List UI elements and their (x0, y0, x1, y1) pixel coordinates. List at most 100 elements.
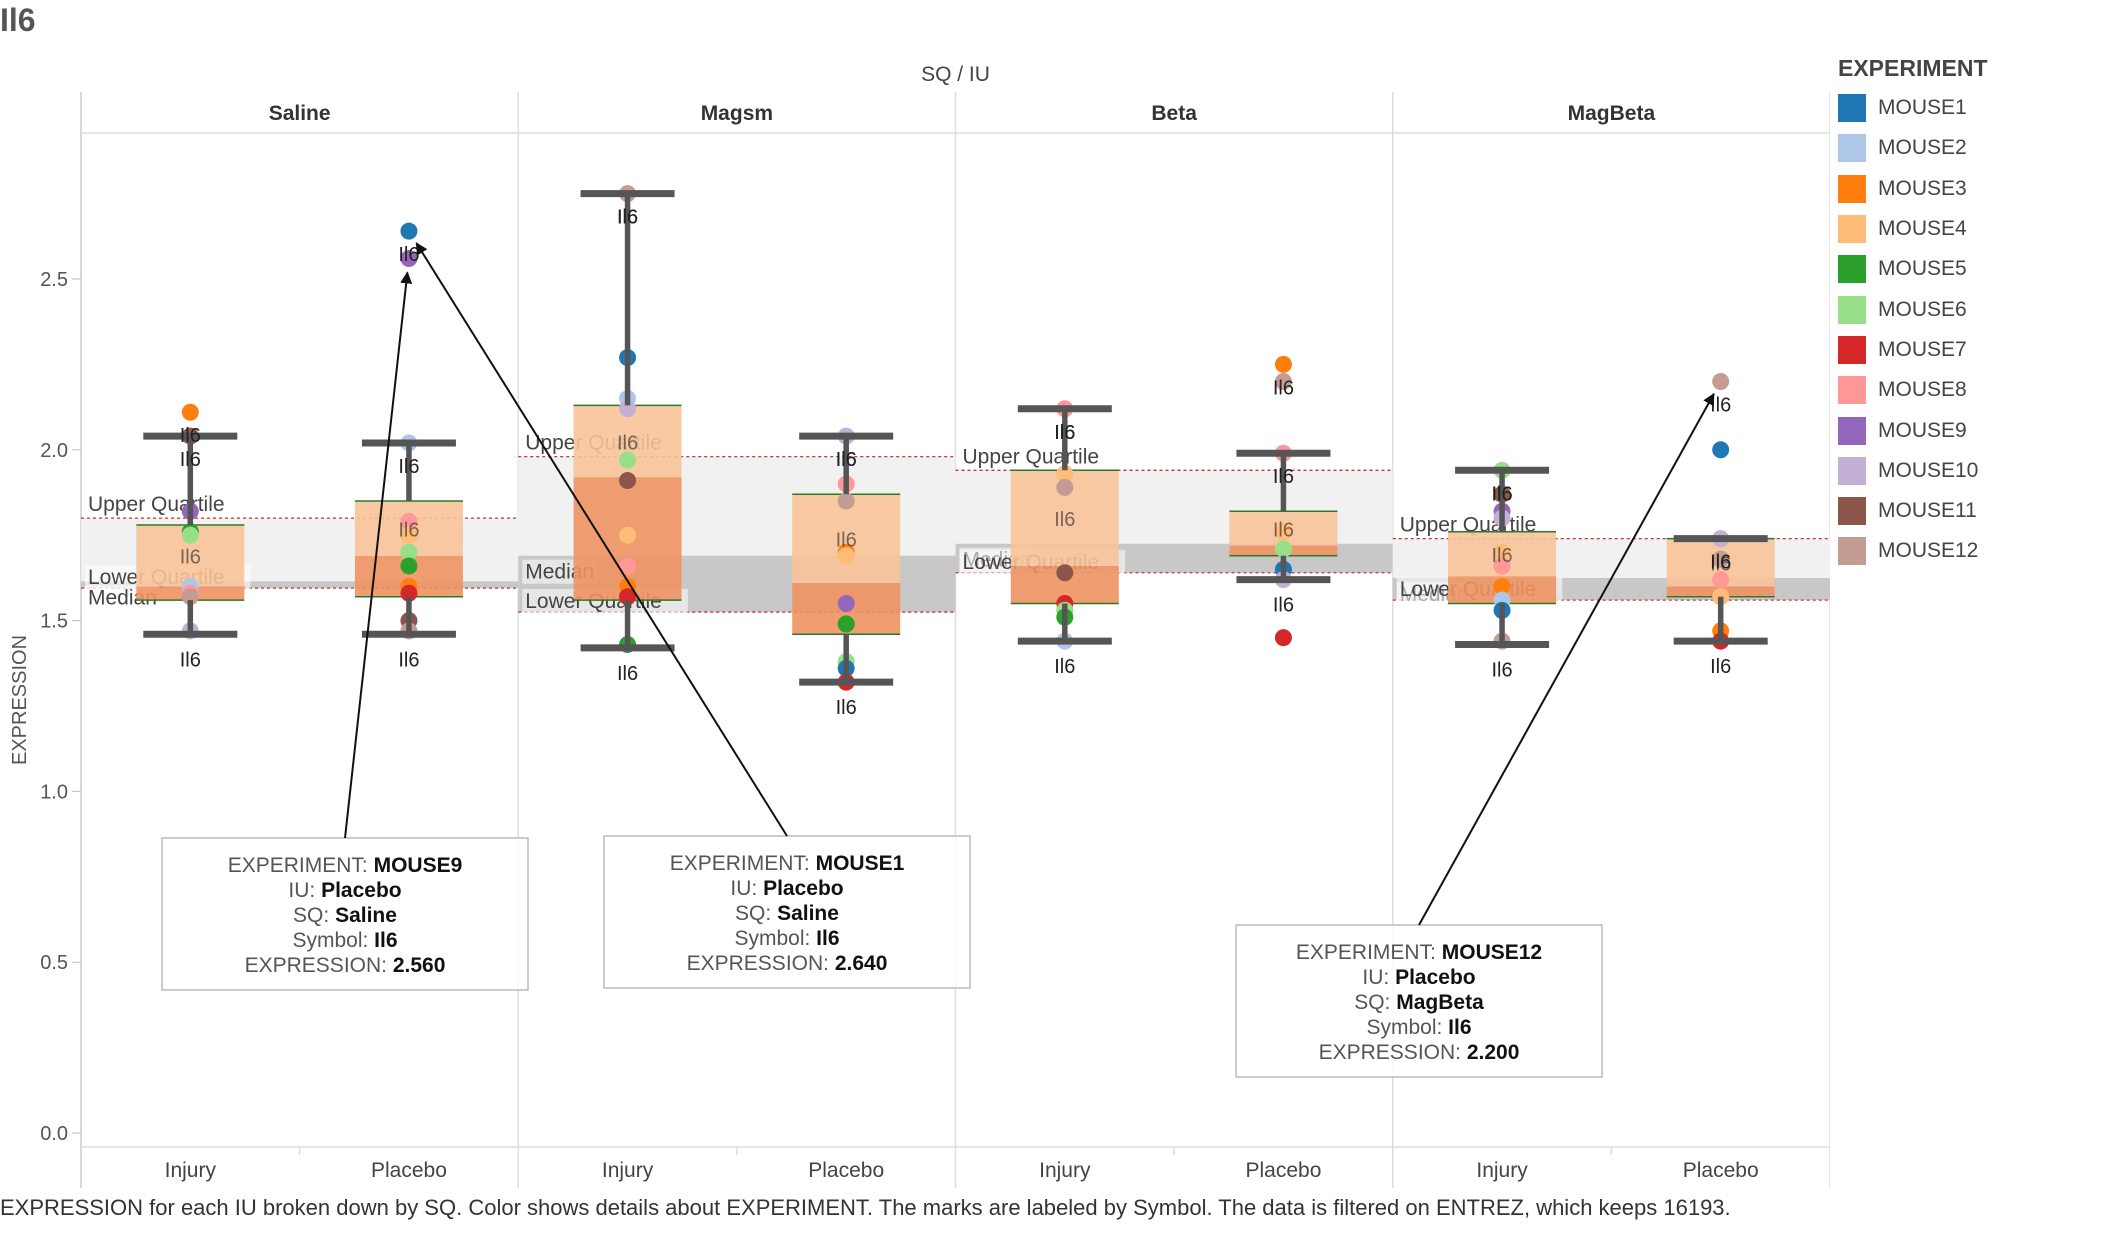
legend-item-mouse6[interactable]: MOUSE6 (1838, 289, 1988, 329)
mark-label: Il6 (617, 432, 638, 454)
legend-label: MOUSE10 (1878, 458, 1979, 482)
mark-label: Il6 (617, 663, 638, 685)
annotation-line: EXPERIMENT: MOUSE9 (228, 854, 463, 877)
data-point-mouse8[interactable] (619, 557, 637, 575)
legend-swatch (1838, 94, 1866, 123)
data-point-mouse8[interactable] (400, 513, 418, 531)
data-point-mouse3[interactable] (181, 403, 199, 421)
annotation-box (161, 837, 529, 991)
legend-item-mouse1[interactable]: MOUSE1 (1838, 88, 1988, 128)
y-tick-label: 2.0 (40, 440, 68, 462)
ref-label-upper-quartile: Upper Quartile (88, 493, 225, 516)
data-point-mouse7[interactable] (400, 584, 418, 602)
data-point-mouse8[interactable] (1712, 571, 1730, 589)
data-point-mouse6[interactable] (619, 451, 637, 469)
data-point-mouse12[interactable] (1712, 372, 1730, 390)
annotation-line: IU: Placebo (1362, 966, 1475, 989)
data-point-mouse12[interactable] (1274, 372, 1292, 390)
mark-label: Il6 (1710, 554, 1731, 576)
annotation-field: EXPERIMENT: (1296, 941, 1442, 964)
annotation-line: IU: Placebo (288, 879, 401, 902)
reference-band-lower (81, 581, 519, 589)
annotation-value: MOUSE9 (374, 854, 463, 877)
annotation-line: SQ: MagBeta (1354, 991, 1484, 1014)
annotation-value: Il6 (1448, 1016, 1471, 1039)
y-tick-label: 0.5 (40, 952, 68, 974)
data-point-mouse4[interactable] (1274, 523, 1292, 541)
annotation-field: EXPERIMENT: (228, 854, 374, 877)
mark-label: Il6 (180, 649, 201, 671)
data-point-mouse3[interactable] (1493, 577, 1511, 595)
data-point-mouse1[interactable] (400, 222, 418, 240)
data-point-mouse12[interactable] (837, 492, 855, 510)
data-point-mouse4[interactable] (837, 547, 855, 565)
data-point-mouse12[interactable] (1056, 478, 1074, 496)
y-tick-label: 1.0 (40, 781, 68, 803)
x-category-label: Placebo (1245, 1159, 1321, 1182)
chart-caption: EXPRESSION for each IU broken down by SQ… (0, 1195, 1731, 1220)
data-point-mouse3[interactable] (1274, 355, 1292, 373)
annotation-value: Placebo (321, 879, 402, 902)
legend-item-mouse8[interactable]: MOUSE8 (1838, 370, 1988, 410)
data-point-mouse6[interactable] (1274, 540, 1292, 558)
mark-label: Il6 (1710, 552, 1731, 574)
annotation-line: Symbol: Il6 (1366, 1016, 1471, 1039)
x-category-label: Injury (602, 1159, 654, 1182)
legend-swatch (1838, 416, 1866, 445)
y-axis-label: EXPRESSION (9, 635, 31, 765)
data-point-mouse4[interactable] (1493, 543, 1511, 561)
data-point-mouse6[interactable] (400, 543, 418, 561)
annotation-line: Symbol: Il6 (734, 927, 839, 950)
data-point-mouse7[interactable] (619, 588, 637, 606)
annotation-field: EXPERIMENT: (670, 852, 816, 875)
annotation-value: 2.200 (1467, 1041, 1520, 1064)
legend-item-mouse7[interactable]: MOUSE7 (1838, 330, 1988, 370)
data-point-mouse12[interactable] (1712, 550, 1730, 568)
annotation-line: SQ: Saline (293, 904, 397, 927)
mark-label: Il6 (1492, 545, 1513, 567)
annotation-field: IU: (1362, 966, 1395, 989)
data-point-mouse9[interactable] (400, 250, 418, 268)
annotation-value: MOUSE1 (816, 852, 905, 875)
data-point-mouse1[interactable] (1712, 441, 1730, 459)
ref-label-upper-quartile-bg (959, 444, 1126, 469)
mark-label: Il6 (836, 449, 857, 471)
legend-label: MOUSE3 (1878, 176, 1967, 200)
data-point-mouse9[interactable] (837, 595, 855, 613)
mark-label: Il6 (836, 697, 857, 719)
data-point-mouse4[interactable] (1056, 465, 1074, 483)
legend-item-mouse12[interactable]: MOUSE12 (1838, 531, 1988, 571)
box-plot-chart: SQ / IU EXPRESSION 0.0 0.5 1.0 1.5 2.0 2.5 Salin… (9, 63, 1830, 1188)
legend-item-mouse2[interactable]: MOUSE2 (1838, 128, 1988, 168)
x-category-label: Injury (165, 1159, 217, 1182)
data-point-mouse5[interactable] (837, 615, 855, 633)
legend-title: EXPERIMENT (1838, 55, 1988, 81)
data-point-mouse5[interactable] (400, 557, 418, 575)
data-point-mouse10[interactable] (619, 400, 637, 418)
data-point-mouse6[interactable] (181, 526, 199, 544)
mark-label: Il6 (180, 449, 201, 471)
x-category-label: Placebo (371, 1159, 447, 1182)
data-point-mouse11[interactable] (619, 472, 637, 490)
legend-item-mouse9[interactable]: MOUSE9 (1838, 410, 1988, 450)
legend-item-mouse11[interactable]: MOUSE11 (1838, 491, 1988, 531)
legend-item-mouse5[interactable]: MOUSE5 (1838, 249, 1988, 289)
legend-item-mouse4[interactable]: MOUSE4 (1838, 209, 1988, 249)
annotation-field: IU: (288, 879, 321, 902)
mark-label: Il6 (1273, 466, 1294, 488)
legend-item-mouse3[interactable]: MOUSE3 (1838, 169, 1988, 209)
mark-label: Il6 (180, 425, 201, 447)
annotation-field: SQ: (1354, 991, 1396, 1014)
data-point-mouse12[interactable] (181, 588, 199, 606)
data-point-mouse11[interactable] (1056, 564, 1074, 582)
annotation-value: 2.560 (393, 954, 446, 977)
data-point-mouse4[interactable] (619, 526, 637, 544)
data-point-mouse4[interactable] (400, 526, 418, 544)
legend-item-mouse10[interactable]: MOUSE10 (1838, 451, 1988, 491)
data-point-mouse7[interactable] (1274, 629, 1292, 647)
annotation-field: SQ: (293, 904, 335, 927)
data-point-mouse8[interactable] (1493, 557, 1511, 575)
